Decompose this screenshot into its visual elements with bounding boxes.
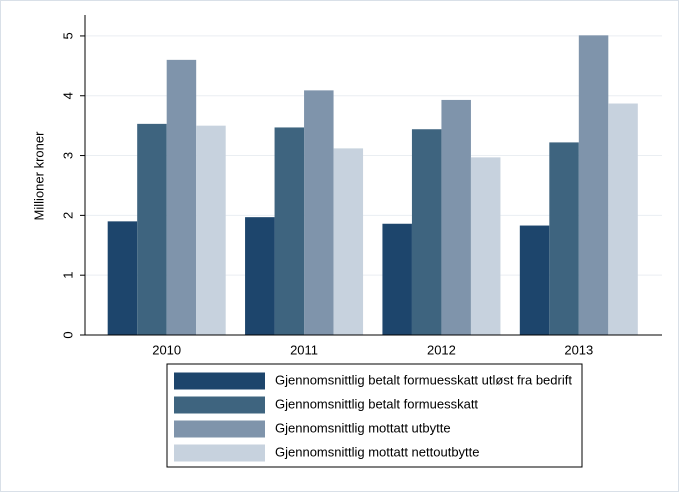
- bar: [578, 35, 609, 335]
- bar: [304, 90, 334, 335]
- x-tick-label: 2013: [564, 342, 593, 357]
- bar: [470, 157, 501, 335]
- legend-label: Gjennomsnittlig mottatt utbytte: [275, 420, 451, 435]
- bar: [549, 142, 579, 335]
- bar: [333, 148, 364, 335]
- legend-label: Gjennomsnittlig betalt formuesskatt utlø…: [275, 372, 572, 387]
- legend-swatch: [174, 372, 265, 390]
- y-tick-label: 4: [60, 92, 75, 99]
- y-axis-title: Millioner kroner: [31, 131, 46, 221]
- x-tick-label: 2011: [290, 342, 318, 357]
- bar: [519, 225, 550, 335]
- legend-label: Gjennomsnittlig mottatt nettoutbytte: [275, 444, 480, 459]
- legend-swatch: [174, 444, 265, 462]
- bar: [411, 129, 442, 335]
- y-tick-label: 2: [60, 212, 75, 219]
- y-tick-label: 1: [60, 272, 75, 279]
- bar: [441, 99, 471, 336]
- bar: [608, 103, 638, 335]
- y-tick-label: 5: [60, 32, 75, 39]
- legend-swatch: [174, 396, 265, 414]
- bar: [107, 221, 138, 335]
- legend-swatch: [174, 420, 265, 438]
- bar: [196, 125, 226, 335]
- y-tick-label: 3: [60, 152, 75, 159]
- bar: [137, 123, 167, 336]
- y-tick-label: 0: [60, 331, 75, 338]
- x-tick-label: 2012: [427, 342, 456, 357]
- x-tick-label: 2010: [152, 342, 181, 357]
- bar: [166, 59, 197, 336]
- bar: [274, 127, 305, 335]
- bar: [382, 223, 412, 335]
- bar: [245, 217, 275, 335]
- legend-label: Gjennomsnittlig betalt formuesskatt: [275, 396, 478, 411]
